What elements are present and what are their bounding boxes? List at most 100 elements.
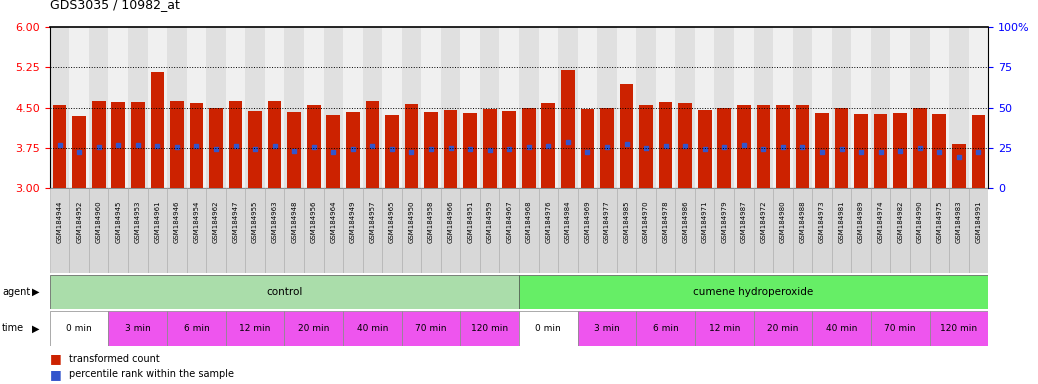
- Bar: [891, 27, 910, 188]
- Text: GSM184960: GSM184960: [95, 201, 102, 243]
- Bar: [326, 114, 340, 188]
- Text: GSM184968: GSM184968: [526, 201, 531, 243]
- Bar: [248, 111, 262, 188]
- Bar: [228, 101, 243, 188]
- Bar: [639, 105, 653, 188]
- Bar: [910, 188, 929, 273]
- Bar: [930, 27, 949, 188]
- Bar: [265, 27, 284, 188]
- Bar: [929, 188, 949, 273]
- Text: GDS3035 / 10982_at: GDS3035 / 10982_at: [50, 0, 180, 12]
- Bar: [676, 27, 695, 188]
- Text: GSM184954: GSM184954: [193, 201, 199, 243]
- Bar: [754, 188, 773, 273]
- Bar: [70, 188, 89, 273]
- Bar: [894, 113, 907, 188]
- Text: ▶: ▶: [32, 287, 39, 297]
- Bar: [324, 188, 343, 273]
- Bar: [854, 114, 868, 188]
- Bar: [225, 27, 245, 188]
- Bar: [346, 112, 360, 188]
- Text: 120 min: 120 min: [471, 324, 509, 333]
- Text: cumene hydroperoxide: cumene hydroperoxide: [693, 287, 814, 297]
- Bar: [776, 105, 790, 188]
- Bar: [773, 27, 793, 188]
- Bar: [461, 27, 480, 188]
- Text: GSM184970: GSM184970: [644, 201, 649, 243]
- Bar: [151, 71, 164, 188]
- Text: GSM184984: GSM184984: [565, 201, 571, 243]
- Bar: [265, 188, 284, 273]
- Bar: [170, 101, 184, 188]
- Bar: [365, 101, 379, 188]
- Bar: [441, 27, 460, 188]
- Bar: [209, 108, 223, 188]
- Bar: [577, 311, 636, 346]
- Bar: [659, 102, 673, 188]
- Text: GSM184969: GSM184969: [584, 201, 591, 243]
- Bar: [304, 27, 324, 188]
- Text: GSM184949: GSM184949: [350, 201, 356, 243]
- Text: GSM184974: GSM184974: [878, 201, 883, 243]
- Text: 3 min: 3 min: [594, 324, 620, 333]
- Text: GSM184952: GSM184952: [76, 201, 82, 243]
- Bar: [539, 27, 558, 188]
- Bar: [70, 27, 89, 188]
- Text: 12 min: 12 min: [240, 324, 271, 333]
- Bar: [441, 188, 461, 273]
- Text: 0 min: 0 min: [66, 324, 92, 333]
- Bar: [402, 27, 421, 188]
- Bar: [851, 27, 871, 188]
- Bar: [698, 110, 712, 188]
- Text: control: control: [266, 287, 303, 297]
- Text: GSM184956: GSM184956: [310, 201, 317, 243]
- Bar: [972, 114, 985, 188]
- Bar: [385, 114, 399, 188]
- Bar: [835, 108, 848, 188]
- Bar: [190, 103, 203, 188]
- Bar: [636, 311, 695, 346]
- Bar: [558, 27, 577, 188]
- Bar: [676, 188, 694, 273]
- Bar: [695, 27, 714, 188]
- Bar: [795, 105, 810, 188]
- Bar: [891, 188, 910, 273]
- Text: GSM184988: GSM184988: [799, 201, 805, 243]
- Text: 70 min: 70 min: [884, 324, 916, 333]
- Text: 3 min: 3 min: [125, 324, 151, 333]
- Bar: [871, 188, 891, 273]
- Bar: [912, 108, 927, 188]
- Text: GSM184965: GSM184965: [389, 201, 394, 243]
- Bar: [111, 102, 126, 188]
- Bar: [812, 188, 831, 273]
- Bar: [89, 188, 108, 273]
- Bar: [561, 70, 575, 188]
- Bar: [207, 188, 226, 273]
- Bar: [225, 188, 245, 273]
- Bar: [402, 188, 421, 273]
- Bar: [73, 116, 86, 188]
- Bar: [600, 108, 613, 188]
- Bar: [245, 188, 265, 273]
- Bar: [597, 27, 617, 188]
- Text: GSM184964: GSM184964: [330, 201, 336, 243]
- Bar: [91, 101, 106, 188]
- Bar: [284, 27, 304, 188]
- Bar: [268, 101, 281, 188]
- Bar: [187, 188, 207, 273]
- Bar: [483, 109, 496, 188]
- Text: GSM184961: GSM184961: [155, 201, 160, 243]
- Bar: [421, 188, 441, 273]
- Bar: [737, 105, 750, 188]
- Bar: [519, 188, 539, 273]
- Bar: [714, 188, 734, 273]
- Text: GSM184957: GSM184957: [370, 201, 376, 243]
- Bar: [577, 188, 597, 273]
- Bar: [128, 188, 147, 273]
- Text: GSM184982: GSM184982: [897, 201, 903, 243]
- Bar: [405, 104, 418, 188]
- Bar: [910, 27, 930, 188]
- Bar: [108, 27, 128, 188]
- Text: GSM184946: GSM184946: [174, 201, 180, 243]
- Text: 120 min: 120 min: [940, 324, 978, 333]
